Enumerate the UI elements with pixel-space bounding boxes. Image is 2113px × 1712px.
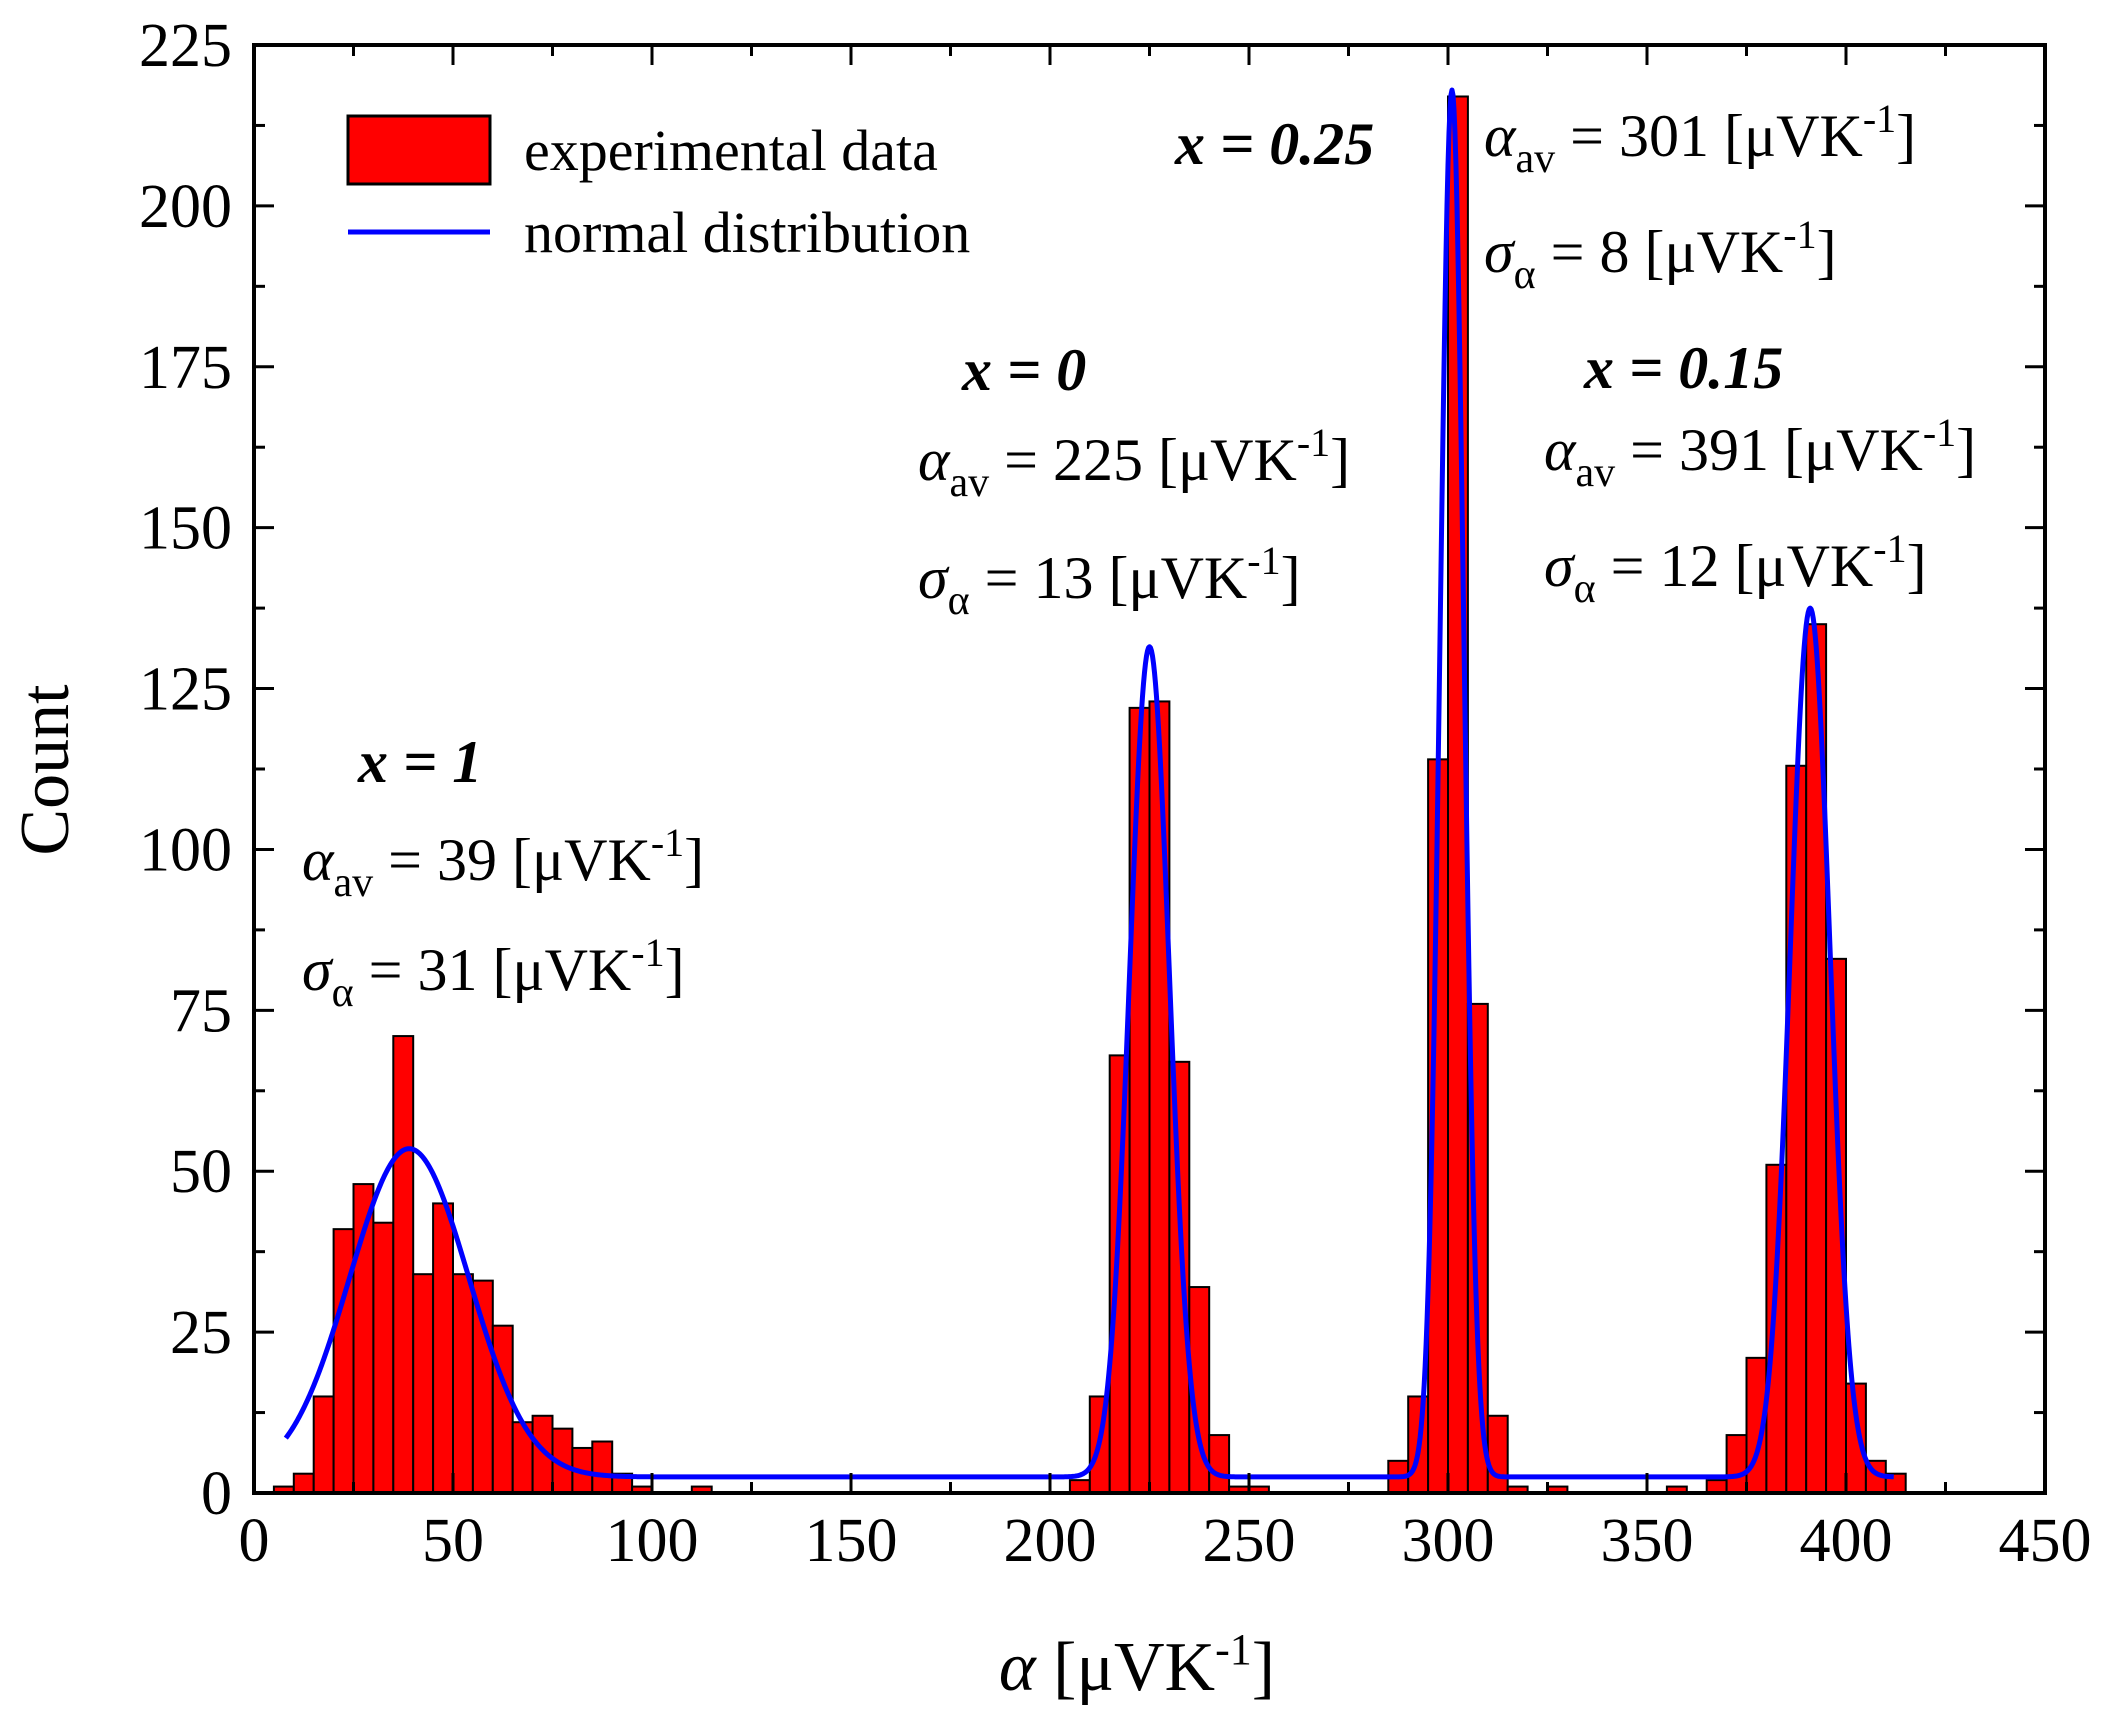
y-tick-label: 50	[170, 1138, 232, 1206]
legend: experimental data normal distribution	[346, 114, 970, 265]
annotation-x015-alpha: αav = 391 [μVK-1]	[1544, 410, 1976, 496]
x-tick-label: 150	[805, 1507, 898, 1575]
annotation-x015-head: x = 0.15	[1583, 335, 1783, 401]
annotation-x1-head: x = 1	[357, 729, 482, 795]
histogram-bar	[372, 1221, 395, 1494]
y-tick-label: 175	[139, 334, 232, 402]
histogram-bar	[432, 1202, 455, 1495]
y-tick-label: 25	[170, 1299, 232, 1367]
histogram-bar	[1765, 1163, 1788, 1494]
legend-label-experimental: experimental data	[524, 118, 938, 183]
histogram-bar	[1486, 1414, 1509, 1494]
x-tick-label: 300	[1402, 1507, 1495, 1575]
x-tick-label: 0	[239, 1507, 270, 1575]
x-tick-label: 200	[1004, 1507, 1097, 1575]
histogram-bar	[1168, 1060, 1191, 1494]
annotation-x015-sigma: σα = 12 [μVK-1]	[1544, 526, 1927, 612]
annotation-x025-head: x = 0.25	[1174, 111, 1374, 177]
x-tick-label: 450	[1999, 1507, 2092, 1575]
histogram-bar	[471, 1279, 494, 1495]
y-tick-label: 100	[139, 816, 232, 884]
legend-swatch-bar	[346, 114, 492, 186]
x-tick-label: 350	[1601, 1507, 1694, 1575]
normal-distribution-curve	[283, 87, 1896, 1480]
annotation-x1: x = 1 αav = 39 [μVK-1] σα = 31 [μVK-1]	[302, 729, 704, 1016]
histogram-bars	[272, 95, 1907, 1495]
y-tick-label: 75	[170, 977, 232, 1045]
y-tick-label: 200	[139, 173, 232, 241]
histogram-bar	[1128, 706, 1151, 1494]
histogram-bar	[412, 1273, 435, 1495]
x-tick-label: 100	[606, 1507, 699, 1575]
histogram-bar	[591, 1440, 614, 1494]
y-axis-title: Count	[7, 684, 84, 856]
histogram-bar	[1108, 1054, 1131, 1494]
annotation-x025-sigma: σα = 8 [μVK-1]	[1484, 212, 1837, 298]
x-tick-labels: 0 50 100 150 200 250 300 350 400 450	[239, 1507, 2092, 1575]
x-tick-label: 250	[1203, 1507, 1296, 1575]
histogram-bar	[312, 1395, 335, 1495]
annotation-x1-alpha: αav = 39 [μVK-1]	[302, 820, 704, 906]
histogram-bar	[1148, 700, 1171, 1494]
x-tick-label: 50	[422, 1507, 484, 1575]
histogram-bar	[1785, 764, 1808, 1494]
y-tick-labels: 0 25 50 75 100 125 150 175 200 225	[139, 12, 232, 1528]
histogram-bar	[392, 1035, 415, 1494]
annotation-x0: x = 0 αav = 225 [μVK-1] σα = 13 [μVK-1]	[918, 337, 1350, 624]
annotation-x015: x = 0.15 αav = 391 [μVK-1] σα = 12 [μVK-…	[1544, 335, 1976, 612]
histogram-bar	[452, 1273, 474, 1495]
histogram-bar	[491, 1324, 514, 1494]
axis-ticks	[252, 43, 2047, 1495]
x-tick-label: 400	[1800, 1507, 1893, 1575]
annotation-x025: x = 0.25 αav = 301 [μVK-1] σα = 8 [μVK-1…	[1174, 96, 1916, 298]
histogram-bar	[1725, 1434, 1748, 1494]
histogram-bar	[292, 1472, 315, 1495]
annotation-x1-sigma: σα = 31 [μVK-1]	[302, 930, 685, 1016]
legend-label-normal: normal distribution	[524, 200, 970, 265]
annotation-x025-alpha: αav = 301 [μVK-1]	[1484, 96, 1916, 182]
y-tick-label: 150	[139, 495, 232, 563]
y-tick-label: 225	[139, 12, 232, 80]
annotation-x0-head: x = 0	[961, 337, 1086, 403]
annotation-x0-sigma: σα = 13 [μVK-1]	[918, 538, 1301, 624]
y-tick-label: 0	[201, 1460, 232, 1528]
histogram-bar	[1208, 1434, 1231, 1494]
x-axis-title: α [μVK-1]	[999, 1625, 1275, 1706]
y-tick-label: 125	[139, 656, 232, 724]
annotation-x0-alpha: αav = 225 [μVK-1]	[918, 420, 1350, 506]
